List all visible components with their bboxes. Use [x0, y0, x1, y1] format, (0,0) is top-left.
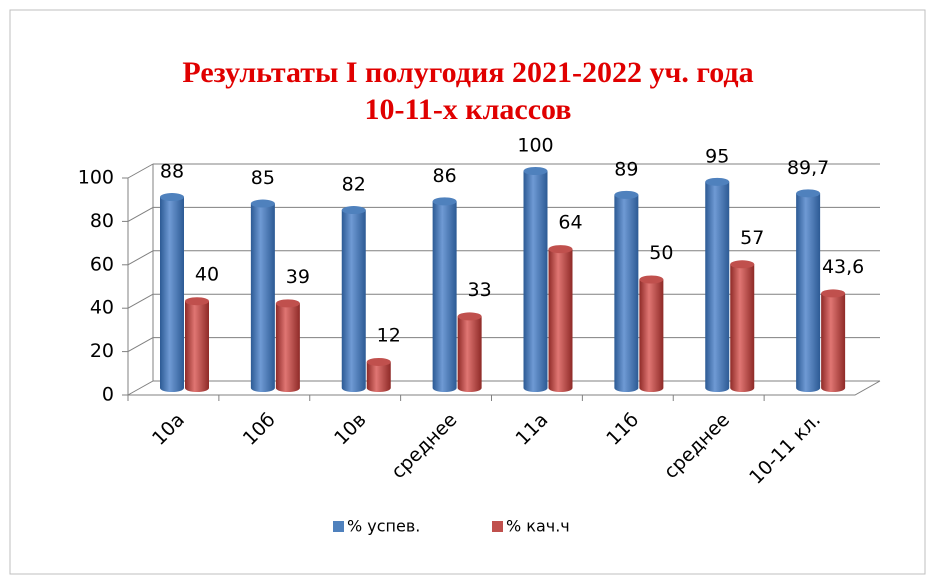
- bar-top: [432, 197, 457, 206]
- bar-top: [341, 206, 366, 215]
- bar: [523, 171, 548, 392]
- y-tick-label: 100: [78, 167, 114, 189]
- y-tick-label: 20: [90, 340, 114, 362]
- data-label: 95: [705, 145, 729, 167]
- chart-title: 10-11-х классов: [364, 93, 571, 126]
- data-label: 82: [342, 174, 366, 196]
- legend-label: % кач.ч: [506, 517, 570, 536]
- bar-top: [821, 289, 846, 298]
- bar-top: [614, 190, 639, 199]
- bar: [614, 194, 639, 392]
- legend-label: % успев.: [347, 517, 420, 536]
- data-label: 89: [614, 158, 638, 180]
- bar-top: [457, 312, 482, 321]
- y-tick-label: 60: [90, 253, 114, 275]
- bar-top: [730, 260, 755, 269]
- grid-line: [127, 206, 154, 222]
- bar: [432, 201, 457, 392]
- grid-line: [127, 163, 154, 179]
- grid-line: [127, 250, 154, 266]
- bar: [796, 193, 821, 392]
- data-label: 43,6: [822, 256, 864, 278]
- data-label: 40: [195, 264, 219, 286]
- bar-top: [185, 297, 209, 306]
- grid-line: [127, 293, 154, 309]
- bar: [639, 279, 664, 392]
- bar: [275, 303, 300, 392]
- bar: [160, 197, 184, 392]
- bar-top: [366, 357, 391, 366]
- bar-top: [275, 299, 300, 308]
- bar-top: [250, 199, 275, 208]
- data-label: 88: [160, 161, 184, 183]
- data-label: 12: [377, 324, 401, 346]
- bar-top: [796, 189, 821, 198]
- bar-top: [548, 245, 573, 254]
- data-label: 50: [649, 242, 673, 264]
- bar: [366, 361, 391, 392]
- bar-top: [160, 193, 184, 202]
- bar: [250, 203, 275, 392]
- data-label: 89,7: [787, 157, 829, 179]
- y-tick-label: 40: [90, 297, 114, 319]
- bar: [185, 301, 209, 392]
- bar-top: [639, 275, 664, 284]
- data-label: 39: [286, 266, 310, 288]
- legend-swatch: [333, 521, 344, 532]
- data-label: 57: [740, 227, 764, 249]
- legend-swatch: [492, 521, 503, 532]
- data-label: 85: [251, 167, 275, 189]
- bar: [821, 293, 846, 392]
- data-label: 64: [558, 212, 582, 234]
- bar: [730, 264, 755, 392]
- y-tick-label: 80: [90, 210, 114, 232]
- data-label: 100: [517, 135, 553, 157]
- data-label: 86: [433, 165, 457, 187]
- bar: [457, 316, 482, 392]
- data-label: 33: [468, 279, 492, 301]
- grid-line: [127, 337, 154, 353]
- bar-top: [705, 177, 730, 186]
- bar-top: [523, 167, 548, 175]
- floor: [128, 380, 881, 396]
- chart-title: Результаты I полугодия 2021-2022 уч. год…: [182, 56, 753, 89]
- bar: [341, 210, 366, 392]
- bar: [548, 249, 573, 392]
- bar: [705, 181, 730, 392]
- grid-line: [127, 380, 154, 396]
- y-tick-label: 0: [102, 384, 114, 406]
